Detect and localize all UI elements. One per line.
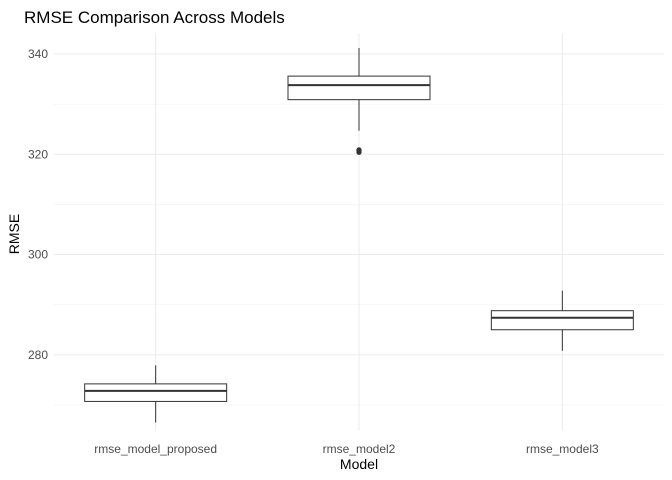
y-tick-label: 340	[28, 47, 48, 61]
grid-layer	[54, 34, 664, 430]
x-tick-label: rmse_model_proposed	[94, 442, 217, 456]
x-tick-label: rmse_model3	[526, 442, 599, 456]
box-rmse_model3	[490, 290, 634, 351]
y-axis-title: RMSE	[6, 214, 22, 254]
y-tick-label: 320	[28, 147, 48, 161]
y-tick-label: 280	[28, 348, 48, 362]
boxes-layer	[84, 48, 634, 423]
box-rmse_model_proposed	[84, 365, 228, 423]
box-iqr	[490, 310, 634, 331]
y-tick-label: 300	[28, 248, 48, 262]
x-tick-label: rmse_model2	[323, 442, 396, 456]
x-axis-ticks: rmse_model_proposed rmse_model2 rmse_model…	[94, 442, 599, 456]
x-axis-title: Model	[340, 456, 378, 472]
outlier-point	[356, 147, 362, 153]
chart-title: RMSE Comparison Across Models	[24, 8, 285, 27]
box-rmse_model2	[287, 48, 431, 155]
y-axis-ticks: 280 300 320 340	[28, 47, 48, 362]
box-iqr	[84, 383, 228, 402]
box-iqr	[287, 75, 431, 101]
